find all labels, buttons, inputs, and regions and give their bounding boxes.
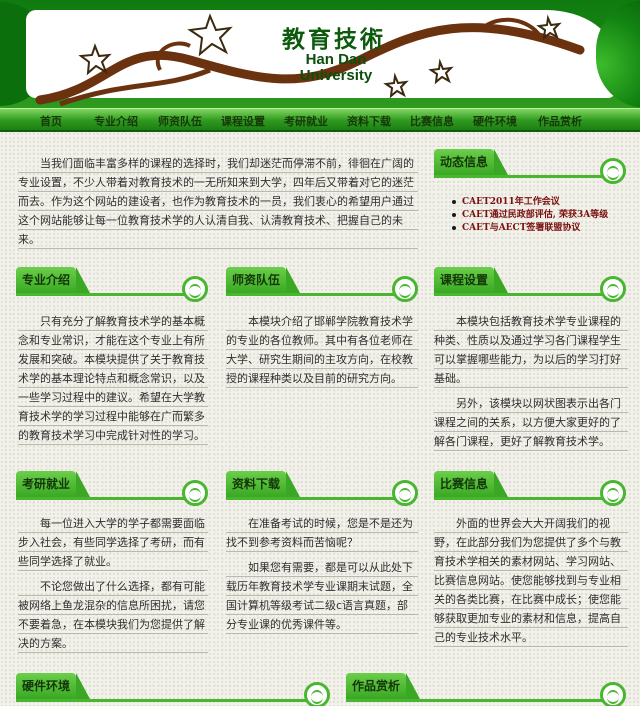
logo-title-cn: 教育技術 bbox=[282, 26, 386, 53]
hardware-header: 硬件环境 bbox=[16, 673, 330, 706]
grad-header: 考研就业 bbox=[16, 471, 208, 506]
news-title: 动态信息 bbox=[434, 149, 509, 175]
floral-vine-decoration bbox=[35, 13, 585, 107]
major-paragraph: 只有充分了解教育技术学的基本概念和专业常识，才能在这个专业上有所发展和突破。本模… bbox=[18, 312, 208, 445]
faculty-title[interactable]: 师资队伍 bbox=[226, 267, 301, 293]
major-more-icon[interactable] bbox=[182, 276, 208, 302]
courses-title[interactable]: 课程设置 bbox=[434, 267, 509, 293]
logo-line-1: Han Dan bbox=[305, 51, 367, 68]
download-more-icon[interactable] bbox=[392, 480, 418, 506]
grad-paragraph-2: 不论您做出了什么选择，都有可能被网络上鱼龙混杂的信息所困扰，请您不要着急，在本模… bbox=[18, 577, 208, 653]
faculty-body: 本模块介绍了邯郸学院教育技术学的专业的各位教师。其中有各位老师在大学、研究生期间… bbox=[226, 312, 418, 394]
nav-download[interactable]: 资料下载 bbox=[347, 115, 391, 128]
grad-more-icon[interactable] bbox=[182, 480, 208, 506]
nav-courses[interactable]: 课程设置 bbox=[221, 115, 265, 128]
contest-title[interactable]: 比赛信息 bbox=[434, 471, 509, 497]
works-title[interactable]: 作品赏析 bbox=[346, 673, 421, 699]
logo-line-2: University bbox=[299, 67, 373, 84]
download-body: 在准备考试的时候，您是不是还为找不到参考资料而苦恼呢？ 如果您有需要，都是可以从… bbox=[226, 514, 418, 640]
nav-faculty[interactable]: 师资队伍 bbox=[158, 115, 202, 128]
news-item[interactable]: CAET通过民政部评估, 荣获3A等级 bbox=[452, 209, 627, 222]
nav-hardware[interactable]: 硬件环境 bbox=[473, 115, 517, 128]
nav-contest[interactable]: 比赛信息 bbox=[410, 115, 454, 128]
download-title[interactable]: 资料下载 bbox=[226, 471, 301, 497]
grad-body: 每一位进入大学的学子都需要面临步入社会，有些同学选择了考研，而有些同学选择了就业… bbox=[18, 514, 208, 659]
download-paragraph-2: 如果您有需要，都是可以从此处下载历年教育技术学专业课期末试题，全国计算机等级考试… bbox=[226, 558, 418, 634]
news-list: CAET2011年工作会议 CAET通过民政部评估, 荣获3A等级 CAET与A… bbox=[452, 196, 627, 235]
hardware-title[interactable]: 硬件环境 bbox=[16, 673, 91, 699]
courses-paragraph-2: 另外，该模块以网状图表示出各门课程之间的关系，以方便大家更好的了解各门课程，更好… bbox=[434, 394, 628, 451]
major-header: 专业介绍 bbox=[16, 267, 208, 302]
nav-works[interactable]: 作品赏析 bbox=[538, 115, 582, 128]
banner-panel bbox=[26, 10, 616, 98]
logo-title-en: Han Dan University bbox=[296, 52, 376, 84]
download-header: 资料下载 bbox=[226, 471, 418, 506]
works-more-icon[interactable] bbox=[600, 682, 626, 706]
courses-body: 本模块包括教育技术学专业课程的种类、性质以及通过学习各门课程学生可以掌握哪些能力… bbox=[434, 312, 628, 457]
download-paragraph-1: 在准备考试的时候，您是不是还为找不到参考资料而苦恼呢？ bbox=[226, 514, 418, 552]
major-title[interactable]: 专业介绍 bbox=[16, 267, 91, 293]
intro-paragraph: 当我们面临丰富多样的课程的选择时，我们却迷茫而停滞不前，徘徊在广阔的专业设置，不… bbox=[18, 154, 418, 249]
courses-more-icon[interactable] bbox=[600, 276, 626, 302]
news-more-icon[interactable] bbox=[600, 158, 626, 184]
news-header: 动态信息 bbox=[434, 149, 626, 184]
site-banner: 教育技術 Han Dan University bbox=[0, 0, 640, 108]
contest-body: 外面的世界会大大开阔我们的视野，在此部分我们为您提供了多个与教育技术学相关的素材… bbox=[434, 514, 628, 653]
grad-title[interactable]: 考研就业 bbox=[16, 471, 91, 497]
works-header: 作品赏析 bbox=[346, 673, 626, 706]
nav-home[interactable]: 首页 bbox=[40, 115, 62, 128]
courses-header: 课程设置 bbox=[434, 267, 626, 302]
major-body: 只有充分了解教育技术学的基本概念和专业常识，才能在这个专业上有所发展和突破。本模… bbox=[18, 312, 208, 451]
intro-text: 当我们面临丰富多样的课程的选择时，我们却迷茫而停滞不前，徘徊在广阔的专业设置，不… bbox=[18, 154, 418, 255]
hardware-more-icon[interactable] bbox=[304, 682, 330, 706]
main-nav: 首页 专业介绍 师资队伍 课程设置 考研就业 资料下载 比赛信息 硬件环境 作品… bbox=[0, 108, 640, 132]
courses-paragraph-1: 本模块包括教育技术学专业课程的种类、性质以及通过学习各门课程学生可以掌握哪些能力… bbox=[434, 312, 628, 388]
grad-paragraph-1: 每一位进入大学的学子都需要面临步入社会，有些同学选择了考研，而有些同学选择了就业… bbox=[18, 514, 208, 571]
nav-grad[interactable]: 考研就业 bbox=[284, 115, 328, 128]
faculty-more-icon[interactable] bbox=[392, 276, 418, 302]
news-item[interactable]: CAET与AECT签署联盟协议 bbox=[452, 222, 627, 235]
contest-header: 比赛信息 bbox=[434, 471, 626, 506]
contest-paragraph: 外面的世界会大大开阔我们的视野，在此部分我们为您提供了多个与教育技术学相关的素材… bbox=[434, 514, 628, 647]
news-item[interactable]: CAET2011年工作会议 bbox=[452, 196, 627, 209]
faculty-paragraph: 本模块介绍了邯郸学院教育技术学的专业的各位教师。其中有各位老师在大学、研究生期间… bbox=[226, 312, 418, 388]
faculty-header: 师资队伍 bbox=[226, 267, 418, 302]
nav-major[interactable]: 专业介绍 bbox=[94, 115, 138, 128]
contest-more-icon[interactable] bbox=[600, 480, 626, 506]
